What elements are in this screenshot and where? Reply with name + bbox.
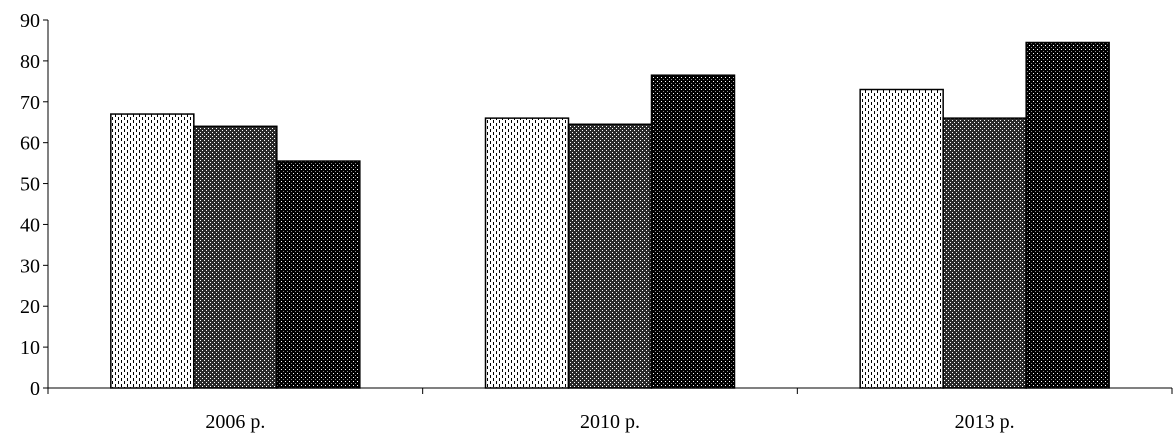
y-tick-label: 20 — [20, 296, 40, 318]
y-tick-label: 70 — [20, 92, 40, 114]
y-tick-label: 50 — [20, 174, 40, 196]
bar-1-series-1 — [110, 113, 195, 389]
x-tick-label: 2010 р. — [580, 411, 640, 433]
x-tick-label: 2006 р. — [205, 411, 265, 433]
y-tick-label: 0 — [30, 378, 40, 400]
bar-2-series-3 — [650, 74, 736, 389]
bar-1-series-3 — [276, 160, 361, 389]
y-tick-label: 80 — [20, 51, 40, 73]
bar-3-series-3 — [1025, 41, 1110, 389]
bar-2-series-1 — [484, 117, 570, 389]
bar-2-series-2 — [567, 123, 653, 389]
y-tick-label: 10 — [20, 337, 40, 359]
labels-layer: 0 10 20 30 40 50 60 70 80 90 2006 р. 2010 р. 2013 р. — [20, 10, 1015, 433]
bar-3-series-2 — [942, 117, 1027, 389]
bar-3-series-1 — [859, 88, 944, 389]
y-tick-label: 30 — [20, 255, 40, 277]
y-tick-label: 40 — [20, 214, 40, 236]
y-tick-label: 90 — [20, 10, 40, 32]
axes-layer — [43, 19, 1173, 394]
bars-layer — [110, 41, 1110, 389]
y-tick-label: 60 — [20, 133, 40, 155]
bar-1-series-2 — [193, 125, 278, 389]
x-tick-label: 2013 р. — [955, 411, 1015, 433]
